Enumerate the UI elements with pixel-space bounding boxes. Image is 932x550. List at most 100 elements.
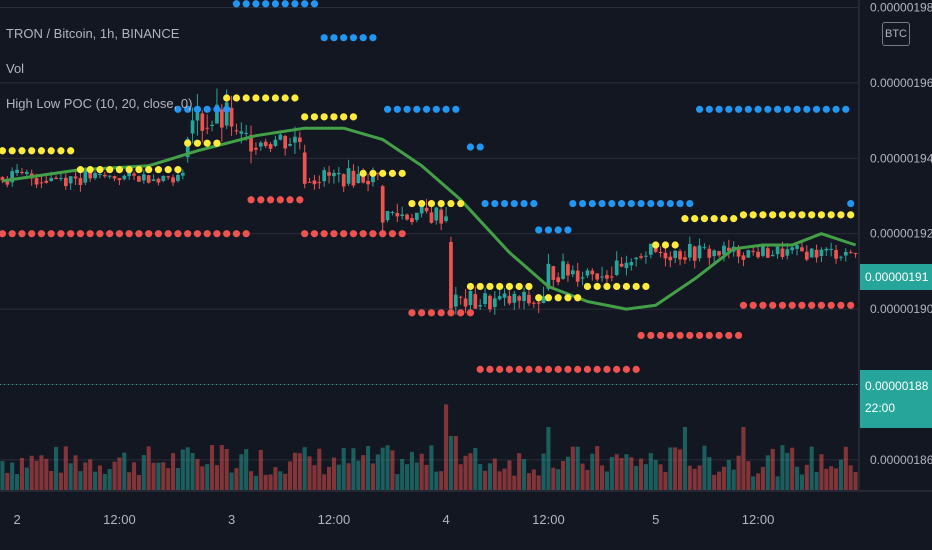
low-dot xyxy=(330,230,338,238)
poc-dot xyxy=(671,241,679,249)
low-dot xyxy=(622,365,631,373)
high-dot xyxy=(535,226,543,234)
poc-dot xyxy=(710,215,718,223)
candle-body xyxy=(678,251,682,260)
volume-bar xyxy=(288,461,293,490)
poc-dot xyxy=(427,199,436,208)
time-tick-label: 12:00 xyxy=(532,512,565,527)
volume-bar xyxy=(624,454,629,490)
high-dot xyxy=(393,105,401,113)
candle-body xyxy=(273,139,278,146)
volume-bar xyxy=(78,471,83,490)
low-dot xyxy=(515,365,523,373)
low-dot xyxy=(320,230,328,238)
symbol-legend[interactable]: TRON / Bitcoin, 1h, BINANCE xyxy=(6,26,180,41)
poc-dot xyxy=(0,147,7,155)
high-dot xyxy=(754,105,762,113)
volume-bar xyxy=(390,450,395,490)
candle-body xyxy=(166,176,171,178)
volume-bar xyxy=(726,460,731,490)
volume-bar xyxy=(619,458,624,490)
candle-body xyxy=(556,277,561,283)
high-dot xyxy=(340,34,348,42)
volume-bar xyxy=(531,469,536,490)
candle-body xyxy=(356,174,361,183)
high-dot xyxy=(656,199,665,208)
low-dot xyxy=(96,230,104,238)
volume-bar xyxy=(546,427,551,490)
high-dot xyxy=(349,34,358,42)
candle-body xyxy=(414,212,419,220)
low-dot xyxy=(447,309,455,317)
candle-body xyxy=(702,247,707,249)
volume-bar xyxy=(385,445,390,490)
candle-body xyxy=(770,254,775,257)
volume-bar xyxy=(68,463,73,490)
volume-bar xyxy=(54,446,59,490)
volume-bar xyxy=(565,456,570,490)
high-dot xyxy=(803,105,811,113)
volume-bar xyxy=(156,462,161,490)
volume-legend[interactable]: Vol xyxy=(6,61,25,76)
volume-bar xyxy=(312,465,317,490)
high-dot xyxy=(330,34,338,42)
candle-body xyxy=(83,169,88,183)
volume-bar xyxy=(19,457,24,490)
low-dot xyxy=(808,301,816,309)
candle-body xyxy=(683,257,687,260)
volume-bar xyxy=(112,461,117,490)
high-dot xyxy=(301,0,309,8)
poc-dot xyxy=(574,294,582,302)
volume-bar xyxy=(775,476,780,490)
candle-body xyxy=(327,172,331,176)
volume-bar xyxy=(24,467,29,490)
volume-bar xyxy=(604,471,609,490)
low-dot xyxy=(37,230,46,238)
low-dot xyxy=(359,230,367,238)
indicator-legend[interactable]: High Low POC (10, 20, close, 0) xyxy=(6,96,193,111)
candle-body xyxy=(644,255,648,257)
volume-bar xyxy=(575,446,580,490)
candle-body xyxy=(444,216,448,221)
candle-body xyxy=(59,178,63,180)
candle-body xyxy=(293,136,297,143)
volume-bar xyxy=(375,454,380,490)
volume-bar xyxy=(185,447,190,490)
candle-body xyxy=(639,256,643,258)
candle-body xyxy=(536,302,541,304)
low-dot xyxy=(8,230,16,238)
low-dot xyxy=(154,230,163,238)
low-dot xyxy=(734,331,743,340)
candle-body xyxy=(853,252,858,254)
time-tick-label: 12:00 xyxy=(318,512,351,527)
poc-dot xyxy=(57,147,65,155)
volume-bar xyxy=(263,474,268,490)
candle-body xyxy=(215,104,219,124)
candle-body xyxy=(341,174,346,187)
high-dot xyxy=(554,226,562,234)
low-dot xyxy=(242,230,250,238)
poc-dot xyxy=(798,211,806,219)
volume-bar xyxy=(361,455,366,490)
candle-body xyxy=(609,276,614,278)
volume-bar xyxy=(721,466,726,490)
candle-body xyxy=(658,251,663,253)
volume-bar xyxy=(356,460,361,490)
low-dot xyxy=(715,331,723,340)
high-dot xyxy=(588,199,596,208)
volume-bar xyxy=(49,470,54,490)
low-dot xyxy=(174,230,182,238)
time-tick-label: 12:00 xyxy=(103,512,136,527)
candle-body xyxy=(741,255,746,260)
candle-body xyxy=(653,246,658,252)
high-dot xyxy=(847,199,855,208)
candle-body xyxy=(156,178,161,183)
low-dot xyxy=(847,301,855,309)
candle-body xyxy=(258,142,263,147)
poc-dot xyxy=(593,282,601,291)
candle-body xyxy=(351,170,356,186)
volume-bar xyxy=(770,448,775,490)
ma-line xyxy=(2,126,857,311)
currency-button[interactable]: BTC xyxy=(882,22,910,46)
